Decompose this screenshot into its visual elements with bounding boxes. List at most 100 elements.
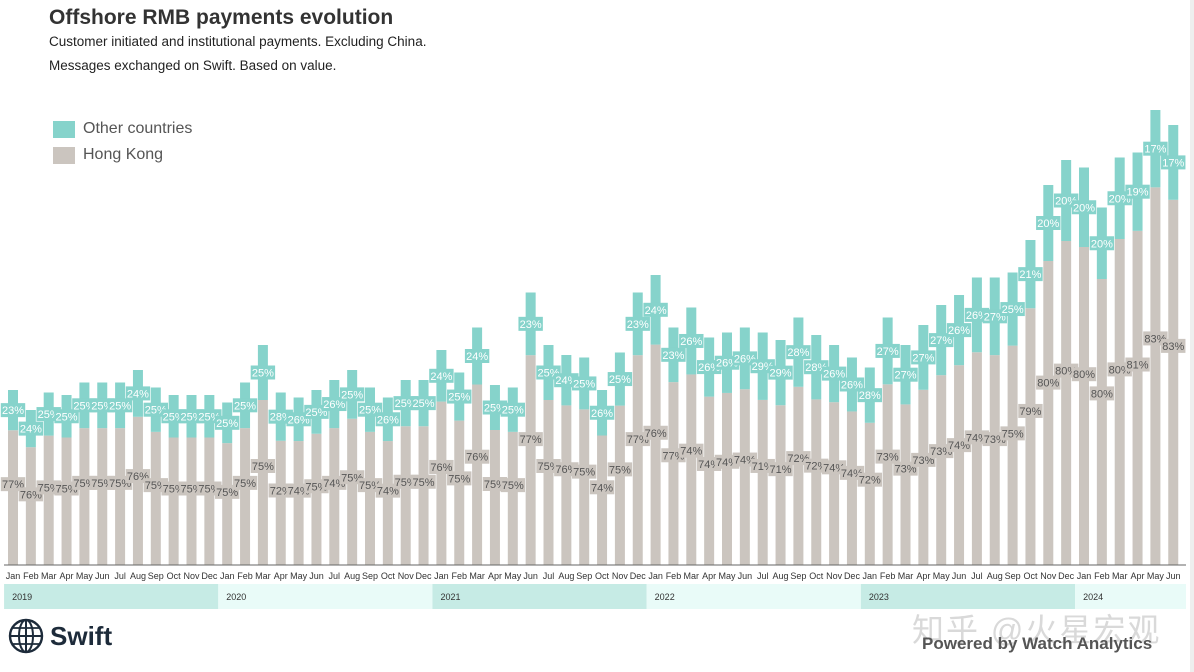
year-label: 2024 [1083, 592, 1103, 602]
svg-text:23%: 23% [627, 319, 649, 331]
x-tick-label: May [1147, 571, 1165, 581]
bar-hk [614, 405, 625, 565]
bar-hk [561, 405, 572, 565]
bar-hk [347, 418, 358, 565]
data-label-other: 25% [500, 402, 525, 417]
bar-hk [329, 428, 340, 565]
data-label-other: 27% [893, 367, 918, 382]
data-label-other: 24% [125, 386, 151, 401]
svg-text:25%: 25% [502, 405, 524, 417]
brand-name: Swift [50, 620, 113, 651]
x-tick-label: Jan [1077, 571, 1092, 581]
year-band [218, 584, 433, 609]
x-tick-label: Apr [488, 571, 502, 581]
year-label: 2020 [226, 592, 246, 602]
bar-hk [829, 402, 840, 565]
data-label-other: 20% [1036, 216, 1061, 230]
x-tick-label: Oct [381, 571, 396, 581]
bar-hk [61, 437, 72, 565]
x-tick-label: Oct [1023, 571, 1038, 581]
data-label-hk: 76% [643, 425, 668, 440]
svg-text:71%: 71% [770, 464, 792, 476]
year-label: 2023 [869, 592, 889, 602]
x-tick-label: Aug [344, 571, 360, 581]
bar-hk [418, 426, 429, 565]
x-tick-label: Mar [41, 571, 57, 581]
bar-hk [382, 441, 393, 565]
svg-text:21%: 21% [1019, 269, 1041, 281]
bar-hk [79, 428, 90, 565]
x-tick-label: Jul [543, 571, 555, 581]
bar-hk [311, 433, 322, 565]
year-band [860, 584, 1076, 609]
svg-text:20%: 20% [1073, 202, 1095, 214]
bar-hk [97, 428, 108, 565]
data-label-hk: 73% [875, 449, 900, 464]
x-tick-label: Sep [1005, 571, 1021, 581]
x-tick-label: Mar [469, 571, 485, 581]
x-tick-label: May [76, 571, 94, 581]
x-tick-label: Aug [558, 571, 574, 581]
svg-text:25%: 25% [216, 418, 238, 430]
data-label-hk: 77% [518, 432, 543, 447]
svg-text:73%: 73% [877, 452, 899, 464]
x-tick-label: Jun [1166, 571, 1181, 581]
x-tick-label: Jul [757, 571, 769, 581]
svg-text:23%: 23% [520, 319, 542, 331]
svg-text:76%: 76% [430, 462, 452, 474]
x-tick-label: Dec [844, 571, 861, 581]
x-tick-label: Mar [255, 571, 271, 581]
data-label-other: 21% [1018, 267, 1043, 282]
bar-hk [472, 384, 483, 565]
svg-text:77%: 77% [520, 434, 542, 446]
svg-text:25%: 25% [56, 411, 78, 423]
bar-hk [775, 405, 786, 565]
data-label-other: 24% [464, 349, 490, 363]
x-tick-label: Nov [183, 571, 200, 581]
x-tick-label: Sep [790, 571, 806, 581]
x-tick-label: Jan [220, 571, 235, 581]
data-label-other: 24% [18, 421, 44, 436]
bar-hk [507, 431, 518, 565]
data-label-other: 25% [447, 389, 472, 404]
x-tick-label: Feb [23, 571, 39, 581]
bar-hk [204, 437, 215, 565]
chart-title: Offshore RMB payments evolution [49, 6, 394, 29]
svg-text:80%: 80% [1091, 388, 1113, 400]
data-label-hk: 75% [250, 459, 276, 473]
svg-text:29%: 29% [770, 368, 792, 380]
legend-swatch-other [53, 120, 75, 138]
svg-text:75%: 75% [502, 480, 524, 492]
data-label-hk: 76% [464, 449, 490, 464]
data-label-other: 17% [1161, 155, 1186, 170]
data-label-hk: 75% [232, 475, 258, 490]
svg-text:27%: 27% [912, 352, 934, 364]
svg-text:75%: 75% [609, 464, 631, 476]
x-tick-label: Dec [416, 571, 433, 581]
x-tick-label: Mar [1112, 571, 1128, 581]
x-tick-label: Jul [114, 571, 126, 581]
x-tick-label: Sep [148, 571, 164, 581]
bar-hk [489, 430, 500, 565]
svg-text:24%: 24% [127, 388, 149, 400]
data-label-hk: 74% [679, 443, 704, 458]
svg-text:75%: 75% [234, 478, 256, 490]
x-tick-label: Nov [1040, 571, 1057, 581]
x-tick-label: Dec [630, 571, 647, 581]
svg-text:76%: 76% [645, 428, 667, 440]
data-label-other: 25% [215, 415, 240, 430]
svg-text:17%: 17% [1162, 157, 1184, 169]
svg-text:80%: 80% [1037, 378, 1059, 390]
x-tick-label: Feb [451, 571, 467, 581]
x-tick-label: Jun [738, 571, 753, 581]
bar-hk [1043, 261, 1054, 565]
bar-hk [186, 437, 197, 565]
bar-hk [936, 375, 947, 565]
data-label-other: 24% [429, 368, 454, 383]
x-tick-label: Jan [434, 571, 449, 581]
bar-hk [1168, 199, 1179, 566]
bar-hk [757, 399, 768, 565]
data-label-other: 28% [857, 388, 882, 403]
year-label: 2021 [440, 592, 460, 602]
data-label-hk: 80% [1089, 386, 1115, 401]
